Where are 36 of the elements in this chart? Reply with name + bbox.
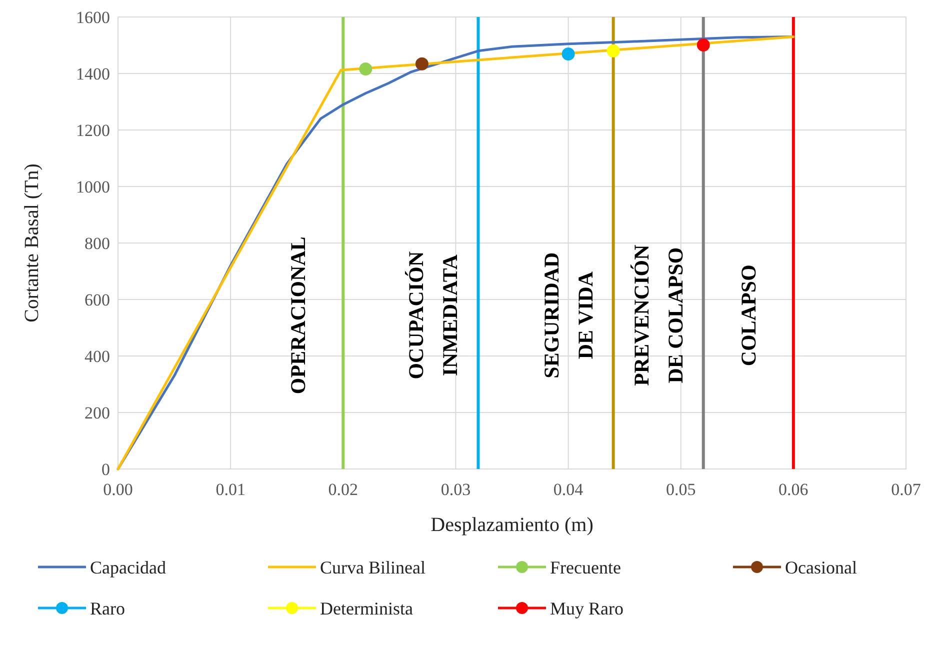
x-tick-label: 0.06 [778,480,808,499]
x-axis-title: Desplazamiento (m) [430,514,594,536]
y-tick-label: 1400 [76,64,110,84]
y-tick-label: 400 [84,346,110,366]
y-tick-label: 1000 [76,177,110,196]
legend-label: Capacidad [90,557,166,578]
annotation: OCUPACIÓN INMEDIATA [404,251,462,380]
y-tick-label: 800 [84,234,110,253]
x-tick-label: 0.01 [216,480,246,499]
x-tick-label: 0.02 [328,480,358,499]
y-tick-label: 200 [84,403,110,422]
point [562,48,575,61]
x-tick-label: 0.07 [891,480,922,499]
y-axis-title: Cortante Basal (Tn) [21,164,43,322]
point [606,44,620,58]
x-tick-label: 0.04 [553,480,584,499]
x-tick-label: 0.05 [666,480,696,499]
legend-label: Muy Raro [550,598,624,618]
legend-label: Determinista [320,598,413,618]
annotation: PREVENCIÓN DE COLAPSO [629,244,688,386]
point [415,57,428,70]
y-tick-label: 1600 [76,8,110,27]
x-tick-label: 0.00 [103,480,133,499]
legend-label: Ocasional [785,557,857,578]
point [696,38,710,52]
point [359,62,372,76]
legend-label: Frecuente [550,557,621,578]
y-tick-label: 600 [84,290,110,310]
annotation: OPERACIONAL [286,236,310,394]
y-tick-label: 1200 [76,120,110,140]
annotation: COLAPSO [736,264,760,366]
legend-label: Raro [90,598,125,618]
y-tick-label: 0 [102,460,110,479]
x-tick-label: 0.03 [440,480,471,499]
annotation: SEGURIDAD DE VIDA [539,252,598,378]
legend-label: Curva Bilineal [320,557,426,578]
